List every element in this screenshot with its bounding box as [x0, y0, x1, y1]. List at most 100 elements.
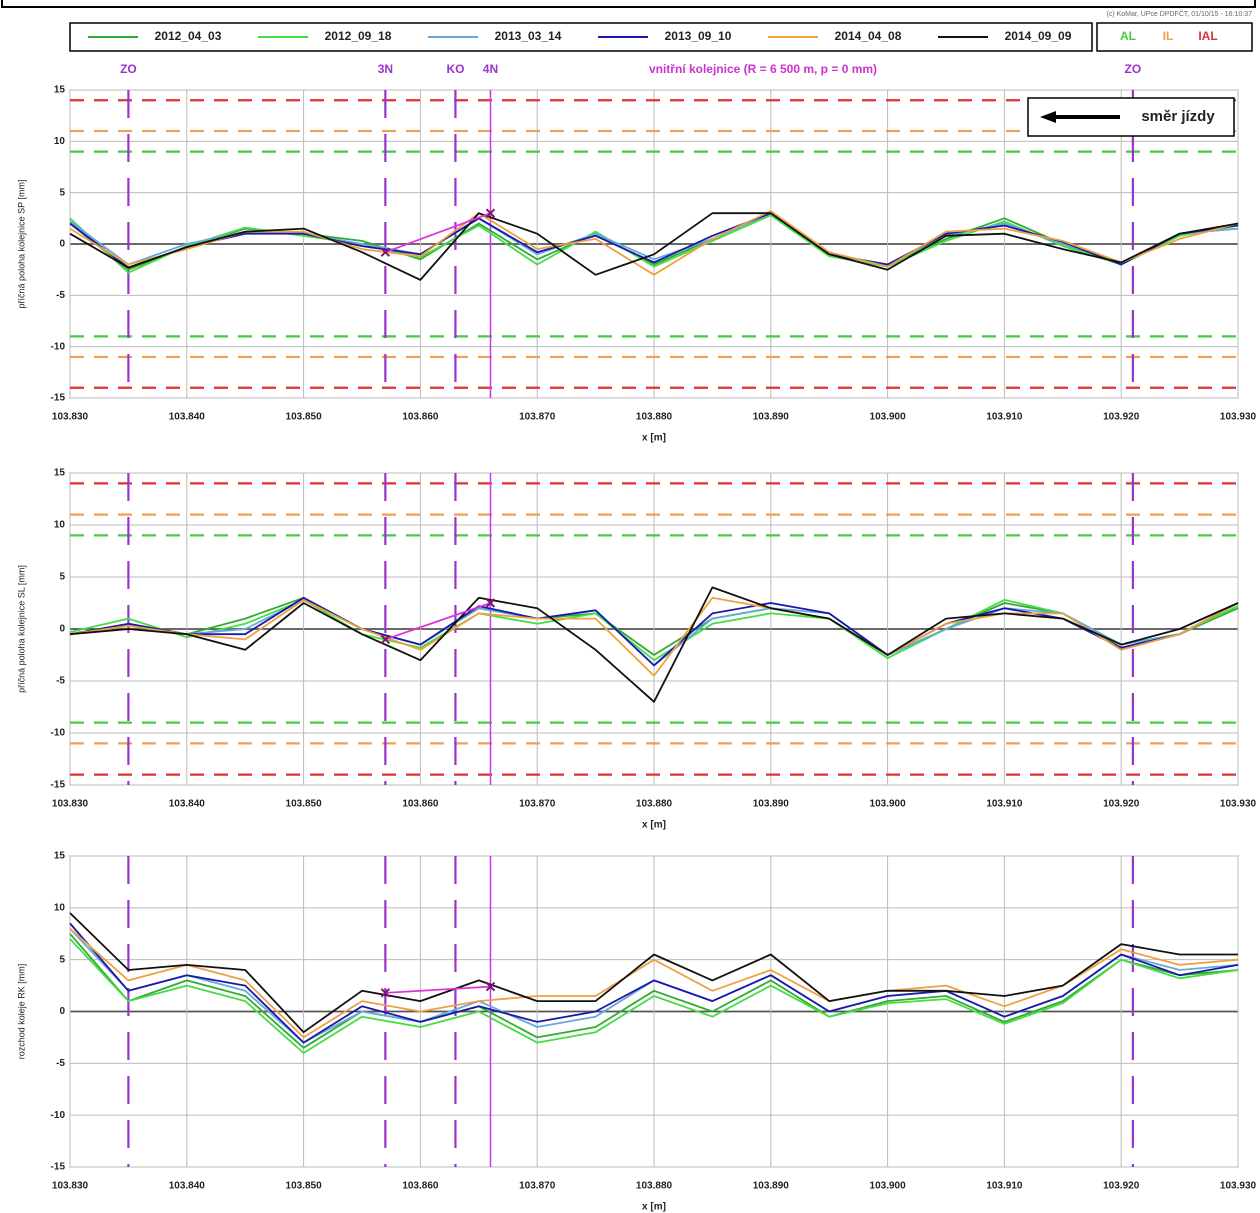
x-tick-label: 103.860	[402, 799, 439, 810]
y-tick-label: 0	[59, 1006, 65, 1017]
y-tick-label: -15	[51, 1162, 66, 1173]
y-tick-label: -10	[51, 728, 66, 739]
trend-point	[380, 247, 391, 257]
x-tick-label: 103.890	[753, 1181, 790, 1192]
x-tick-label: 103.870	[519, 1181, 556, 1192]
x-tick-label: 103.920	[1103, 799, 1140, 810]
legend-label: 2012_04_03	[155, 29, 222, 43]
section-marker-label: 4N	[483, 62, 498, 76]
series-line	[69, 922, 1239, 1044]
y-tick-label: -5	[56, 1058, 65, 1069]
y-tick-label: 0	[59, 624, 65, 635]
x-tick-label: 103.930	[1220, 799, 1257, 810]
series-line	[69, 596, 1239, 656]
x-tick-label: 103.910	[986, 412, 1023, 423]
series-line	[69, 212, 1239, 281]
trend-point	[380, 988, 391, 998]
x-tick-label: 103.880	[636, 799, 673, 810]
trend-point	[380, 634, 391, 645]
x-tick-label: 103.850	[286, 412, 323, 423]
legend-box	[69, 22, 1093, 52]
limit-legend-label: IAL	[1198, 29, 1217, 43]
legend-label: 2013_03_14	[495, 29, 562, 43]
direction-label: směr jízdy	[1141, 108, 1215, 125]
y-tick-label: 5	[59, 572, 65, 583]
x-tick-label: 103.910	[986, 1181, 1023, 1192]
x-axis-label: x [m]	[642, 1202, 666, 1213]
y-axis-label: příčná poloha kolejnice SL [mm]	[16, 565, 26, 693]
y-tick-label: -5	[56, 676, 65, 687]
x-tick-label: 103.830	[52, 1181, 89, 1192]
series-line	[69, 586, 1239, 703]
x-tick-label: 103.860	[402, 412, 439, 423]
trend-point	[485, 981, 496, 992]
y-axis-label: rozchod koleje RK [mm]	[16, 964, 26, 1060]
annotation: vnitřní kolejnice (R = 6 500 m, p = 0 mm…	[649, 62, 877, 76]
x-tick-label: 103.900	[870, 799, 907, 810]
x-tick-label: 103.870	[519, 799, 556, 810]
x-tick-label: 103.830	[52, 799, 89, 810]
y-tick-label: 5	[59, 954, 65, 965]
x-tick-label: 103.920	[1103, 412, 1140, 423]
trend-line	[385, 602, 491, 641]
x-tick-label: 103.890	[753, 799, 790, 810]
trend-point	[485, 208, 496, 218]
x-axis-label: x [m]	[642, 820, 666, 831]
x-tick-label: 103.840	[169, 1181, 206, 1192]
y-tick-label: 5	[59, 187, 65, 198]
x-tick-label: 103.830	[52, 412, 89, 423]
x-tick-label: 103.920	[1103, 1181, 1140, 1192]
section-marker-label: ZO	[1125, 62, 1142, 76]
y-tick-label: 15	[54, 85, 66, 96]
y-tick-label: -15	[51, 393, 66, 404]
series-line	[69, 938, 1239, 1054]
section-marker-label: KO	[446, 62, 464, 76]
x-tick-label: 103.900	[870, 1181, 907, 1192]
series-line	[69, 933, 1239, 1049]
y-tick-label: 10	[54, 902, 66, 913]
direction-arrow	[1040, 111, 1120, 123]
y-tick-label: 10	[54, 136, 66, 147]
y-tick-label: 0	[59, 239, 65, 250]
limit-legend-label: IL	[1163, 29, 1174, 43]
y-axis-label: příčná poloha kolejnice SP [mm]	[16, 180, 26, 309]
x-tick-label: 103.900	[870, 412, 907, 423]
x-tick-label: 103.930	[1220, 412, 1257, 423]
trend-line	[385, 212, 491, 254]
section-marker-label: ZO	[120, 62, 137, 76]
y-tick-label: -15	[51, 780, 66, 791]
legend-label: 2012_09_18	[325, 29, 392, 43]
legend-label: 2014_04_08	[835, 29, 902, 43]
x-tick-label: 103.880	[636, 1181, 673, 1192]
x-tick-label: 103.860	[402, 1181, 439, 1192]
x-tick-label: 103.840	[169, 799, 206, 810]
trend-line	[385, 985, 491, 994]
x-tick-label: 103.870	[519, 412, 556, 423]
series-line	[69, 596, 1239, 667]
x-tick-label: 103.850	[286, 799, 323, 810]
series-line	[69, 599, 1239, 662]
legend-label: 2013_09_10	[665, 29, 732, 43]
y-tick-label: -10	[51, 341, 66, 352]
series-line	[69, 596, 1239, 677]
y-tick-label: 10	[54, 520, 66, 531]
legend-label: 2014_09_09	[1005, 29, 1072, 43]
y-tick-label: -10	[51, 1110, 66, 1121]
copyright: (c) KoMar, UPce DPDFČT, 01/10/15 - 16:10…	[1106, 9, 1252, 18]
trend-point	[485, 598, 496, 608]
x-tick-label: 103.930	[1220, 1181, 1257, 1192]
x-axis-label: x [m]	[642, 433, 666, 444]
x-tick-label: 103.880	[636, 412, 673, 423]
title-frame	[1, 0, 1256, 8]
limit-legend-label: AL	[1120, 29, 1136, 43]
series-line	[69, 210, 1239, 276]
x-tick-label: 103.850	[286, 1181, 323, 1192]
section-marker-label: 3N	[378, 62, 393, 76]
y-tick-label: 15	[54, 851, 66, 862]
y-tick-label: -5	[56, 290, 65, 301]
series-line	[69, 927, 1239, 1039]
y-tick-label: 15	[54, 468, 66, 479]
x-tick-label: 103.840	[169, 412, 206, 423]
x-tick-label: 103.910	[986, 799, 1023, 810]
